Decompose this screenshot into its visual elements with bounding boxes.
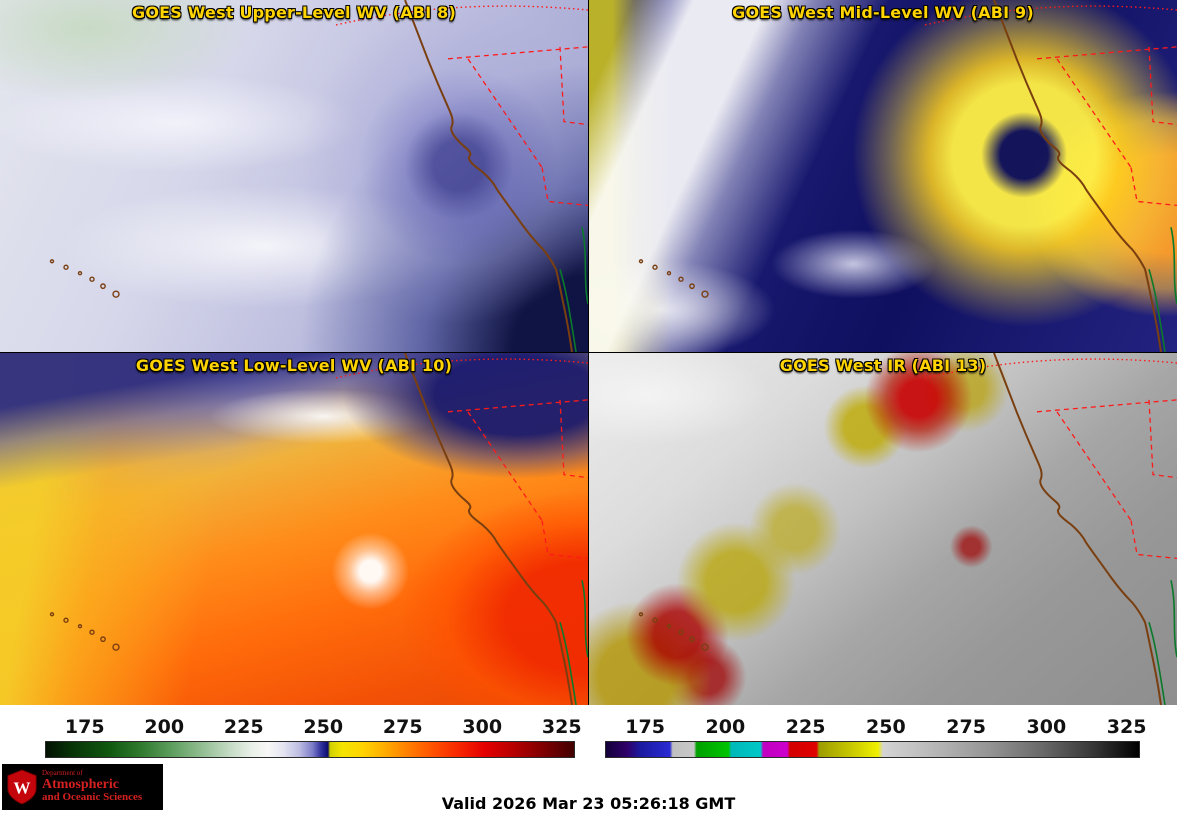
panel-title-ir: GOES West IR (ABI 13): [779, 356, 987, 375]
panel-grid: GOES West Upper-Level WV (ABI 8) GOES We…: [0, 0, 1177, 705]
tick-label: 325: [541, 716, 582, 738]
footer: W Department of Atmospheric and Oceanic …: [0, 758, 1177, 820]
tick-label: 275: [382, 716, 423, 738]
tick-label: 175: [64, 716, 105, 738]
tick-label: 300: [1026, 716, 1067, 738]
valid-time-label: Valid 2026 Mar 23 05:26:18 GMT: [441, 794, 736, 813]
ir-colorbar-ticks: 175 200 225 250 275 300 325: [605, 715, 1146, 741]
panel-ir: GOES West IR (ABI 13): [589, 353, 1177, 705]
map-overlay: [638, 0, 1177, 352]
panel-title-mid-wv: GOES West Mid-Level WV (ABI 9): [732, 3, 1034, 22]
ir-colorbar: 175 200 225 250 275 300 325: [605, 715, 1146, 758]
logo-line-oceanic: and Oceanic Sciences: [42, 791, 143, 804]
tick-label: 200: [144, 716, 185, 738]
map-overlay: [49, 0, 588, 352]
tick-label: 250: [303, 716, 344, 738]
tick-label: 225: [223, 716, 264, 738]
wisconsin-crest-icon: W: [7, 769, 37, 805]
wv-colorbar: 175 200 225 250 275 300 325: [45, 715, 582, 758]
aos-department-logo: W Department of Atmospheric and Oceanic …: [2, 764, 163, 810]
tick-label: 175: [625, 716, 665, 738]
panel-low-level-wv: GOES West Low-Level WV (ABI 10): [0, 353, 588, 705]
tick-label: 225: [785, 716, 826, 738]
panel-upper-level-wv: GOES West Upper-Level WV (ABI 8): [0, 0, 588, 352]
panel-mid-level-wv: GOES West Mid-Level WV (ABI 9): [589, 0, 1177, 352]
wv-colorbar-ticks: 175 200 225 250 275 300 325: [45, 715, 582, 741]
map-overlay: [49, 353, 588, 705]
tick-label: 300: [462, 716, 503, 738]
panel-title-upper-wv: GOES West Upper-Level WV (ABI 8): [132, 3, 456, 22]
tick-label: 200: [705, 716, 746, 738]
colorbar-row: 175 200 225 250 275 300 325 175 200 225 …: [0, 715, 1177, 758]
svg-text:W: W: [14, 779, 31, 798]
logo-line-atmospheric: Atmospheric: [42, 777, 119, 793]
map-overlay: [638, 353, 1177, 705]
logo-text: Department of Atmospheric and Oceanic Sc…: [42, 768, 143, 805]
logo-line-department: Department of: [42, 768, 83, 777]
panel-title-low-wv: GOES West Low-Level WV (ABI 10): [135, 356, 453, 375]
ir-colorbar-gradient: [605, 741, 1140, 758]
tick-label: 325: [1106, 716, 1147, 738]
tick-label: 275: [946, 716, 986, 738]
wv-colorbar-gradient: [45, 741, 575, 758]
tick-label: 250: [866, 716, 906, 738]
